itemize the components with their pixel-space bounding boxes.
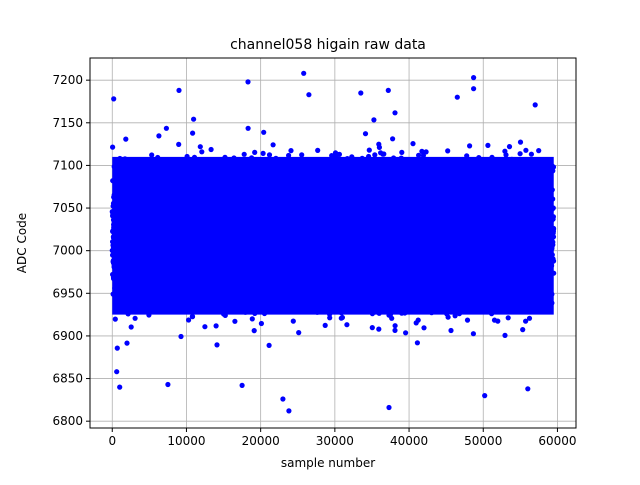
data-point bbox=[445, 148, 450, 153]
data-point bbox=[465, 318, 470, 323]
data-point bbox=[259, 321, 264, 326]
data-point bbox=[372, 152, 377, 157]
data-point bbox=[523, 148, 528, 153]
data-point bbox=[471, 331, 476, 336]
data-point bbox=[363, 131, 368, 136]
data-point bbox=[399, 150, 404, 155]
data-point bbox=[315, 148, 320, 153]
data-point bbox=[503, 152, 508, 157]
data-point bbox=[370, 325, 375, 330]
data-point bbox=[124, 341, 129, 346]
data-point bbox=[523, 319, 528, 324]
data-point bbox=[296, 330, 301, 335]
data-point bbox=[129, 324, 134, 329]
data-point bbox=[133, 316, 138, 321]
data-point bbox=[410, 141, 415, 146]
data-point bbox=[344, 322, 349, 327]
data-point bbox=[232, 319, 237, 324]
data-point bbox=[178, 334, 183, 339]
data-point bbox=[421, 325, 426, 330]
data-point bbox=[403, 330, 408, 335]
data-point bbox=[376, 327, 381, 332]
data-point bbox=[115, 346, 120, 351]
data-point bbox=[415, 340, 420, 345]
data-point bbox=[381, 151, 386, 156]
data-point bbox=[176, 142, 181, 147]
data-point bbox=[198, 144, 203, 149]
data-point bbox=[371, 117, 376, 122]
data-point bbox=[392, 110, 397, 115]
data-point bbox=[110, 145, 115, 150]
chart-title: channel058 higain raw data bbox=[230, 37, 426, 53]
data-point bbox=[190, 131, 195, 136]
data-point bbox=[506, 315, 511, 320]
data-point bbox=[507, 144, 512, 149]
data-point bbox=[467, 143, 472, 148]
data-point bbox=[252, 150, 257, 155]
data-point bbox=[327, 315, 332, 320]
data-point bbox=[156, 133, 161, 138]
data-point bbox=[323, 323, 328, 328]
data-point bbox=[288, 148, 293, 153]
data-point bbox=[299, 152, 304, 157]
data-point bbox=[390, 136, 395, 141]
data-point bbox=[261, 151, 266, 156]
data-point bbox=[214, 342, 219, 347]
data-point bbox=[518, 151, 523, 156]
data-point bbox=[392, 328, 397, 333]
data-point bbox=[518, 140, 523, 145]
data-point bbox=[209, 147, 214, 152]
data-point bbox=[502, 333, 507, 338]
data-point bbox=[485, 143, 490, 148]
data-point bbox=[367, 148, 372, 153]
data-point bbox=[246, 126, 251, 131]
data-point bbox=[492, 318, 497, 323]
data-point bbox=[214, 323, 219, 328]
data-point bbox=[340, 315, 345, 320]
